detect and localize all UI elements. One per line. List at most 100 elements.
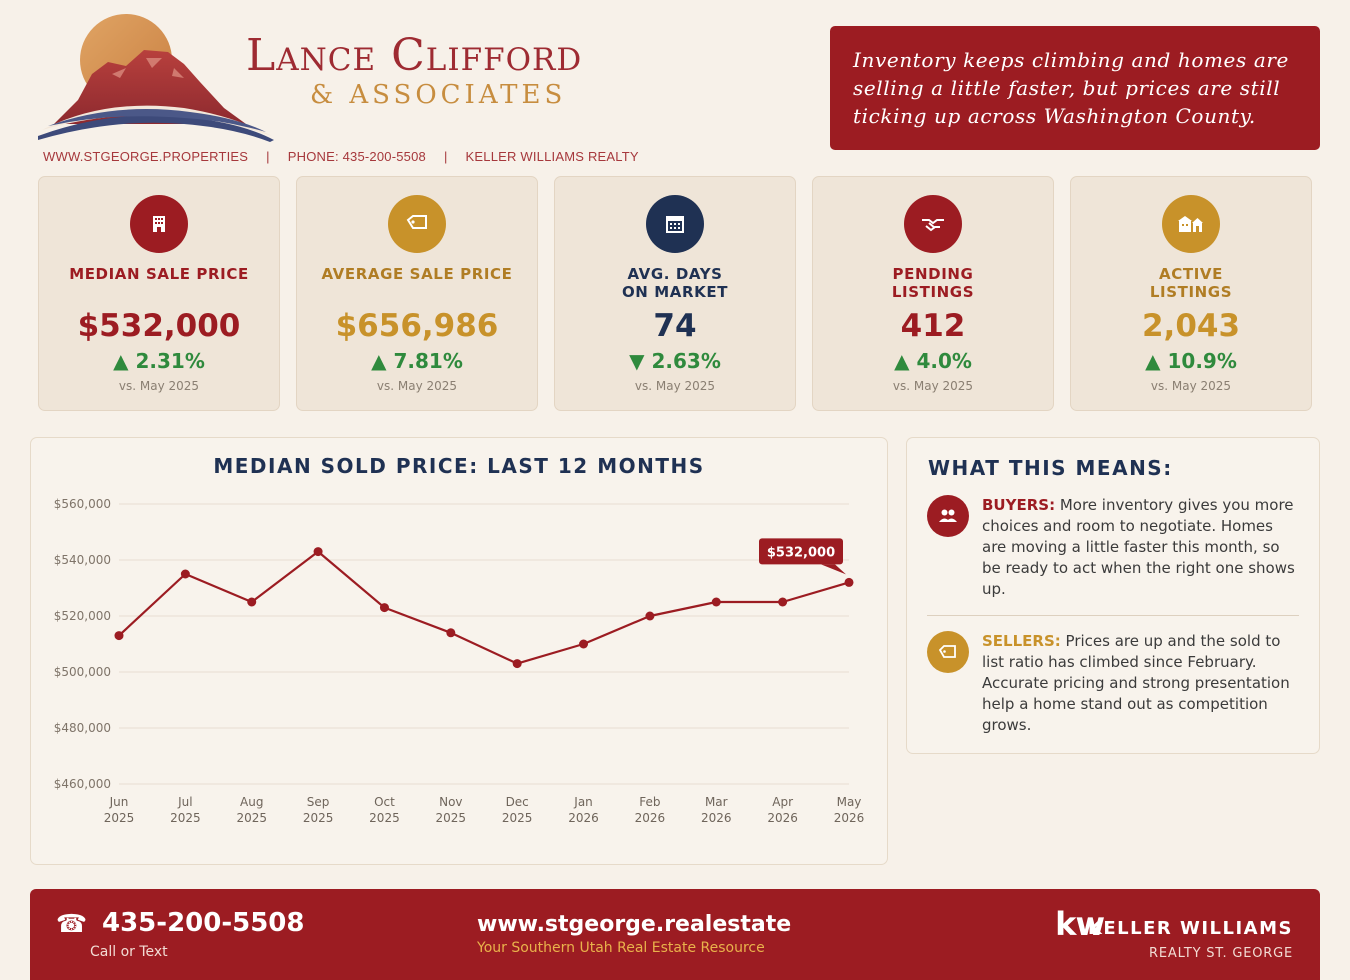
trend-arrow-icon: ▼ [629, 349, 645, 373]
stat-compare: vs. May 2025 [376, 379, 458, 393]
stat-label: ACTIVE LISTINGS [1149, 265, 1233, 301]
data-point [180, 569, 190, 579]
keller-williams-logo: kw [1055, 905, 1105, 943]
data-point [579, 639, 589, 649]
x-tick-label: Dec [506, 795, 529, 809]
data-point [844, 577, 854, 587]
y-tick-label: $560,000 [54, 497, 111, 511]
stat-label: AVG. DAYS ON MARKET [621, 265, 729, 301]
data-point [711, 597, 721, 607]
building-icon [130, 195, 188, 253]
stat-compare: vs. May 2025 [634, 379, 716, 393]
data-point [645, 611, 655, 621]
median-price-chart-panel: MEDIAN SOLD PRICE: LAST 12 MONTHS $460,0… [30, 437, 888, 865]
separator: | [443, 149, 448, 164]
x-tick-label: May [837, 795, 862, 809]
stat-label: PENDING LISTINGS [891, 265, 975, 301]
x-tick-label: 2026 [568, 811, 599, 825]
x-tick-label: 2026 [701, 811, 732, 825]
contact-line: WWW.STGEORGE.PROPERTIES | PHONE: 435-200-5… [43, 149, 639, 164]
x-tick-label: Jul [177, 795, 192, 809]
x-tick-label: 2026 [635, 811, 666, 825]
x-tick-label: Jun [109, 795, 129, 809]
brokerage-subtitle: REALTY ST. GEORGE [1149, 946, 1293, 961]
callout-box [759, 538, 843, 565]
stat-change: ▲ 7.81% [297, 349, 537, 373]
website-link[interactable]: WWW.STGEORGE.PROPERTIES [43, 149, 249, 164]
stat-change: ▲ 2.31% [39, 349, 279, 373]
stat-compare: vs. May 2025 [1150, 379, 1232, 393]
x-tick-label: 2025 [502, 811, 533, 825]
x-tick-label: Sep [307, 795, 330, 809]
trend-arrow-icon: ▲ [371, 349, 387, 373]
calendar-icon [646, 195, 704, 253]
buyers-lead: BUYERS: [982, 496, 1056, 514]
stat-value: $656,986 [335, 308, 499, 344]
chart-title: MEDIAN SOLD PRICE: LAST 12 MONTHS [213, 454, 705, 478]
price-tag-icon [388, 195, 446, 253]
stat-compare: vs. May 2025 [118, 379, 200, 393]
stat-card-pending-listings: PENDING LISTINGS 412 ▲ 4.0% vs. May 2025 [812, 176, 1054, 411]
footer-website-link[interactable]: www.stgeorge.realestate [477, 912, 792, 937]
buyers-body: More inventory gives you more choices an… [982, 496, 1295, 598]
x-tick-label: 2025 [104, 811, 135, 825]
brand-name: Lance Clifford [246, 30, 583, 81]
stat-change: ▲ 4.0% [813, 349, 1053, 373]
stat-card-average-sale-price: AVERAGE SALE PRICE $656,986 ▲ 7.81% vs. … [296, 176, 538, 411]
x-tick-label: 2025 [236, 811, 267, 825]
stat-change: ▲ 10.9% [1071, 349, 1311, 373]
brand-subtitle: & ASSOCIATES [310, 80, 567, 110]
stat-change-value: 4.0% [916, 349, 972, 373]
divider [927, 615, 1299, 616]
y-tick-label: $460,000 [54, 777, 111, 791]
x-tick-label: 2025 [369, 811, 400, 825]
x-tick-label: Apr [772, 795, 793, 809]
stat-label: AVERAGE SALE PRICE [321, 265, 513, 283]
x-tick-label: Oct [374, 795, 395, 809]
x-tick-label: Feb [639, 795, 660, 809]
price-tag-icon [927, 631, 969, 673]
x-tick-label: Mar [705, 795, 728, 809]
x-tick-label: Aug [240, 795, 263, 809]
buyers-text: BUYERS: More inventory gives you more ch… [982, 495, 1300, 600]
houses-icon [1162, 195, 1220, 253]
data-point [446, 628, 456, 638]
stat-value: 74 [653, 308, 697, 344]
sellers-body: Prices are up and the sold to list ratio… [982, 632, 1290, 734]
x-tick-label: 2025 [303, 811, 334, 825]
stat-card-active-listings: ACTIVE LISTINGS 2,043 ▲ 10.9% vs. May 20… [1070, 176, 1312, 411]
phone-text[interactable]: PHONE: 435-200-5508 [287, 149, 426, 164]
data-point [313, 547, 323, 557]
sellers-text: SELLERS: Prices are up and the sold to l… [982, 631, 1300, 736]
footer-bar: ☎ 435-200-5508 Call or Text www.stgeorge… [30, 889, 1320, 980]
y-tick-label: $520,000 [54, 609, 111, 623]
stat-value: 412 [900, 308, 966, 344]
stat-card-median-sale-price: MEDIAN SALE PRICE $532,000 ▲ 2.31% vs. M… [38, 176, 280, 411]
stat-change-value: 2.31% [135, 349, 205, 373]
stat-change: ▼ 2.63% [555, 349, 795, 373]
stat-change-value: 10.9% [1167, 349, 1237, 373]
footer-phone[interactable]: 435-200-5508 [102, 908, 305, 938]
data-point [778, 597, 788, 607]
y-tick-label: $480,000 [54, 721, 111, 735]
x-tick-label: Nov [439, 795, 462, 809]
stat-change-value: 7.81% [393, 349, 463, 373]
y-tick-label: $540,000 [54, 553, 111, 567]
stat-value: 2,043 [1141, 308, 1241, 344]
separator: | [266, 149, 270, 164]
trend-arrow-icon: ▲ [894, 349, 910, 373]
stat-card-avg-days-on-market: AVG. DAYS ON MARKET 74 ▼ 2.63% vs. May 2… [554, 176, 796, 411]
x-tick-label: 2025 [436, 811, 467, 825]
data-point [379, 603, 389, 613]
series-line [118, 550, 850, 665]
stat-label: MEDIAN SALE PRICE [69, 265, 249, 283]
what-this-means-panel: WHAT THIS MEANS: BUYERS: More inventory … [906, 437, 1320, 754]
footer-phone-caption: Call or Text [90, 944, 168, 960]
data-point [512, 659, 522, 669]
stat-compare: vs. May 2025 [892, 379, 974, 393]
stat-value: $532,000 [77, 308, 241, 344]
callout-label: $532,000 [767, 545, 835, 560]
sellers-lead: SELLERS: [982, 632, 1061, 650]
footer-tagline: Your Southern Utah Real Estate Resource [477, 940, 765, 956]
y-tick-label: $500,000 [54, 665, 111, 679]
